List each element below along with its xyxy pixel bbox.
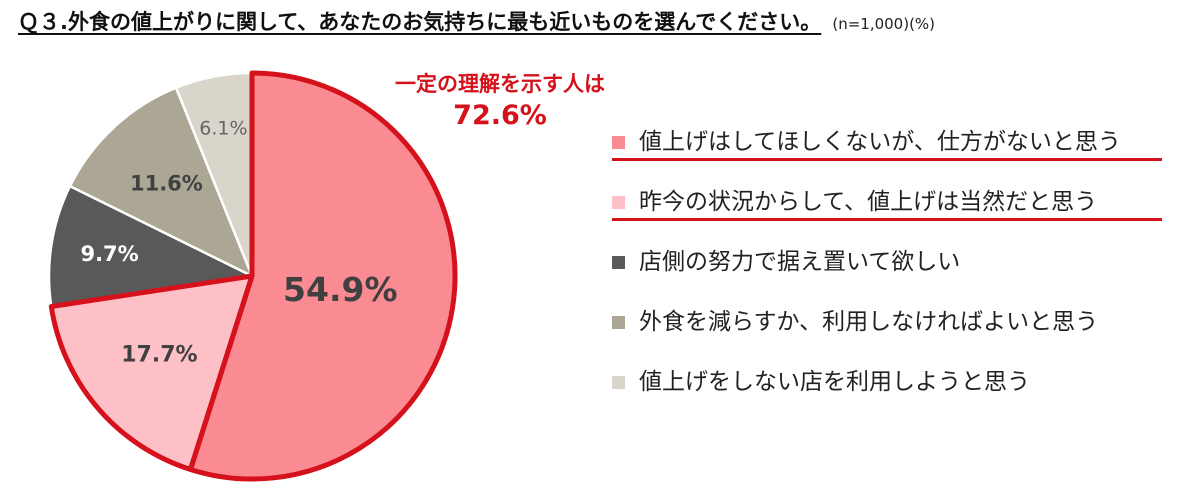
legend-label: 値上げをしない店を利用しようと思う [639,369,1030,395]
understanding-callout: 一定の理解を示す人は 72.6% [340,68,660,131]
data-label-accept-but-unwanted: 54.9% [283,270,398,309]
pie-slice-store-effort-hold [47,184,254,308]
chart-title-block: Ｑ３.外食の値上がりに関して、あなたのお気持ちに最も近いものを選んでください。 … [18,6,935,36]
callout-value: 72.6% [453,100,547,131]
sample-size-note: (n=1,000)(%) [832,15,936,33]
data-label-natural-given-situation: 17.7% [121,343,197,368]
data-label-store-effort-hold: 9.7% [80,242,138,266]
pie-slice-reduce-dining-out [68,86,254,278]
legend-label: 店側の努力で据え置いて欲しい [639,249,961,275]
legend-swatch [612,136,625,149]
legend-underline-natural-given-situation [612,218,1162,221]
legend-underline-accept-but-unwanted [612,158,1162,161]
legend-swatch [612,256,625,269]
legend-swatch [612,316,625,329]
legend-swatch [612,376,625,389]
legend-label: 昨今の状況からして、値上げは当然だと思う [639,189,1098,215]
legend-swatch [612,196,625,209]
data-label-use-non-raising-stores: 6.1% [199,118,247,140]
legend-label: 値上げはしてほしくないが、仕方がないと思う [639,129,1121,155]
highlight-outline-natural-given-situation [48,273,255,472]
chart-title: Ｑ３.外食の値上がりに関して、あなたのお気持ちに最も近いものを選んでください。 [18,10,822,34]
legend-label: 外食を減らすか、利用しなければよいと思う [639,309,1099,335]
data-label-reduce-dining-out: 11.6% [130,172,203,196]
callout-label: 一定の理解を示す人は [395,72,605,96]
highlight-outline-accept-but-unwanted [187,70,458,482]
